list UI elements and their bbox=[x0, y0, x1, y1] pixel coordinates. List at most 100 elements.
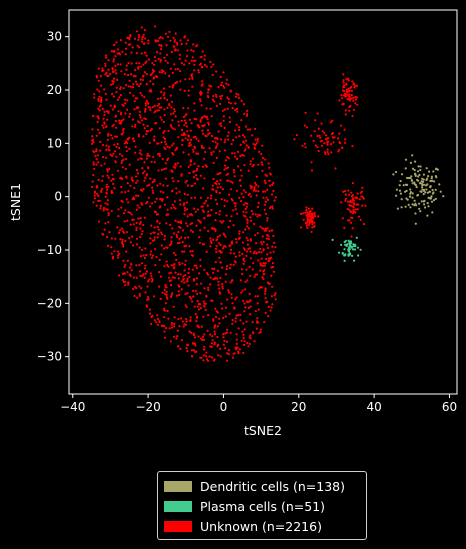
scatter-point bbox=[341, 89, 344, 92]
scatter-point bbox=[244, 201, 247, 205]
scatter-point bbox=[146, 296, 150, 299]
scatter-point bbox=[188, 62, 191, 65]
scatter-point bbox=[179, 39, 182, 42]
scatter-point bbox=[333, 136, 336, 139]
scatter-point bbox=[98, 90, 101, 93]
scatter-point bbox=[166, 184, 169, 187]
scatter-point bbox=[195, 118, 198, 121]
scatter-point bbox=[226, 331, 229, 334]
scatter-point bbox=[101, 67, 104, 70]
scatter-point bbox=[314, 144, 317, 147]
scatter-point bbox=[262, 262, 265, 265]
scatter-point bbox=[204, 150, 207, 154]
scatter-point bbox=[112, 182, 115, 185]
scatter-point bbox=[213, 100, 216, 103]
scatter-point bbox=[144, 272, 147, 275]
scatter-point bbox=[143, 216, 146, 219]
scatter-point bbox=[177, 136, 180, 139]
scatter-point bbox=[207, 210, 210, 213]
scatter-point bbox=[207, 129, 210, 132]
scatter-point bbox=[101, 69, 104, 72]
scatter-point bbox=[223, 245, 226, 248]
scatter-point bbox=[414, 212, 417, 215]
scatter-point bbox=[299, 212, 303, 215]
scatter-point bbox=[111, 137, 114, 140]
scatter-point bbox=[417, 165, 420, 168]
scatter-point bbox=[306, 226, 309, 229]
scatter-point bbox=[220, 198, 223, 201]
scatter-point bbox=[226, 155, 229, 159]
scatter-point bbox=[241, 134, 245, 137]
scatter-point bbox=[330, 151, 333, 154]
scatter-point bbox=[210, 65, 213, 68]
scatter-point bbox=[199, 119, 202, 122]
scatter-point bbox=[174, 163, 177, 166]
scatter-point bbox=[404, 167, 407, 170]
scatter-point bbox=[234, 320, 237, 323]
legend-swatch-dendritic-cells bbox=[164, 480, 192, 492]
scatter-point bbox=[107, 134, 110, 137]
scatter-point bbox=[265, 257, 268, 260]
scatter-point bbox=[266, 219, 269, 222]
scatter-point bbox=[180, 174, 183, 177]
scatter-point bbox=[177, 318, 180, 321]
scatter-point bbox=[422, 180, 425, 183]
scatter-point bbox=[342, 81, 345, 84]
scatter-point bbox=[430, 200, 434, 203]
scatter-point bbox=[184, 137, 187, 140]
scatter-point bbox=[192, 295, 195, 298]
scatter-point bbox=[324, 152, 327, 156]
scatter-point bbox=[270, 193, 274, 196]
scatter-point bbox=[202, 354, 205, 357]
scatter-point bbox=[187, 135, 191, 138]
scatter-point bbox=[134, 123, 137, 126]
scatter-point bbox=[191, 77, 194, 80]
scatter-point bbox=[419, 210, 422, 213]
scatter-point bbox=[161, 37, 164, 40]
scatter-point bbox=[157, 228, 160, 231]
scatter-point bbox=[351, 182, 354, 185]
scatter-point bbox=[150, 256, 153, 259]
scatter-point bbox=[178, 190, 181, 193]
scatter-point bbox=[189, 316, 192, 319]
scatter-point bbox=[164, 302, 168, 305]
scatter-point bbox=[138, 285, 141, 288]
scatter-point bbox=[181, 229, 185, 232]
scatter-point bbox=[153, 319, 156, 322]
scatter-point bbox=[139, 149, 142, 152]
scatter-point bbox=[120, 119, 124, 122]
scatter-point bbox=[138, 46, 141, 49]
scatter-point bbox=[240, 339, 243, 342]
scatter-point bbox=[253, 340, 256, 343]
scatter-point bbox=[230, 296, 233, 299]
scatter-point bbox=[310, 134, 313, 137]
scatter-point bbox=[262, 270, 265, 273]
scatter-point bbox=[162, 191, 165, 194]
scatter-point bbox=[251, 268, 254, 271]
scatter-point bbox=[114, 150, 117, 153]
scatter-point bbox=[139, 270, 142, 273]
legend-label: Plasma cells (n=51) bbox=[200, 498, 326, 514]
scatter-point bbox=[238, 348, 241, 351]
scatter-point bbox=[170, 100, 174, 103]
scatter-point bbox=[241, 241, 245, 244]
scatter-point bbox=[125, 176, 128, 179]
scatter-point bbox=[268, 179, 271, 182]
scatter-point bbox=[233, 152, 236, 155]
scatter-point bbox=[103, 88, 106, 91]
scatter-point bbox=[344, 109, 347, 112]
scatter-point bbox=[192, 43, 195, 46]
scatter-point bbox=[165, 222, 168, 225]
scatter-point bbox=[138, 222, 141, 225]
scatter-point bbox=[95, 134, 98, 137]
scatter-point bbox=[133, 108, 136, 111]
scatter-point bbox=[240, 174, 243, 177]
scatter-point bbox=[91, 135, 94, 138]
scatter-point bbox=[137, 120, 140, 123]
scatter-point bbox=[266, 216, 269, 220]
scatter-point bbox=[142, 75, 145, 78]
scatter-point bbox=[201, 129, 204, 132]
scatter-point bbox=[210, 151, 213, 154]
scatter-point bbox=[116, 142, 119, 146]
scatter-point bbox=[225, 78, 228, 81]
